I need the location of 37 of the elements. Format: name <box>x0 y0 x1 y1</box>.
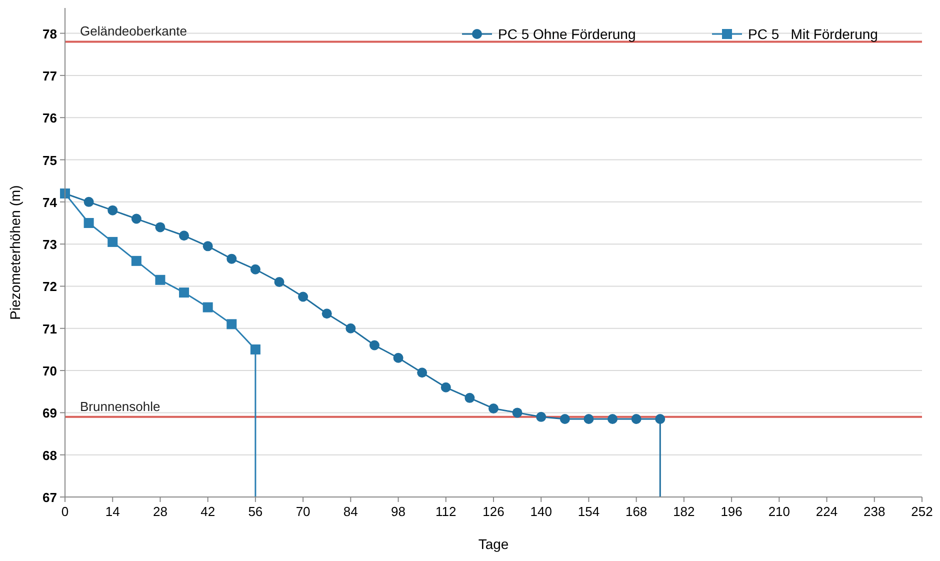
x-tick-label: 154 <box>578 504 600 519</box>
x-tick-label: 196 <box>720 504 742 519</box>
legend-label: PC 5 Mit Förderung <box>748 26 878 42</box>
y-axis-title: Piezometerhöhen (m) <box>7 185 23 320</box>
y-tick-label: 73 <box>42 237 57 252</box>
x-tick-label: 126 <box>482 504 504 519</box>
y-tick-label: 67 <box>42 490 57 505</box>
y-tick-label: 77 <box>42 68 57 84</box>
x-tick-label: 210 <box>768 504 790 519</box>
y-tick-label: 70 <box>42 364 57 379</box>
y-tick-label: 69 <box>42 406 57 421</box>
y-tick-label: 71 <box>42 321 57 336</box>
y-tick-label: 75 <box>42 152 57 168</box>
x-tick-label: 56 <box>248 504 263 519</box>
y-tick-label: 72 <box>42 279 57 294</box>
x-tick-label: 238 <box>864 504 886 519</box>
ref-line-label: Brunnensohle <box>80 398 160 414</box>
x-tick-label: 140 <box>530 504 552 519</box>
x-tick-label: 168 <box>625 504 648 519</box>
ref-line-label: Geländeoberkante <box>80 24 187 39</box>
x-tick-label: 252 <box>911 504 933 519</box>
x-tick-label: 0 <box>61 504 69 519</box>
x-tick-label: 70 <box>296 504 310 519</box>
legend-label: PC 5 Ohne Förderung <box>498 26 636 42</box>
y-tick-label: 76 <box>42 110 57 126</box>
x-tick-label: 112 <box>436 504 456 519</box>
x-tick-label: 224 <box>816 504 838 519</box>
x-tick-label: 14 <box>105 504 120 519</box>
y-tick-label: 74 <box>42 194 58 210</box>
x-tick-label: 182 <box>673 504 695 519</box>
x-axis-title: Tage <box>478 536 509 552</box>
x-tick-label: 98 <box>391 504 406 519</box>
x-tick-label: 28 <box>152 504 168 519</box>
x-tick-label: 84 <box>343 504 358 519</box>
y-tick-label: 78 <box>42 26 57 42</box>
y-tick-label: 68 <box>42 448 57 463</box>
x-tick-label: 42 <box>200 504 216 519</box>
